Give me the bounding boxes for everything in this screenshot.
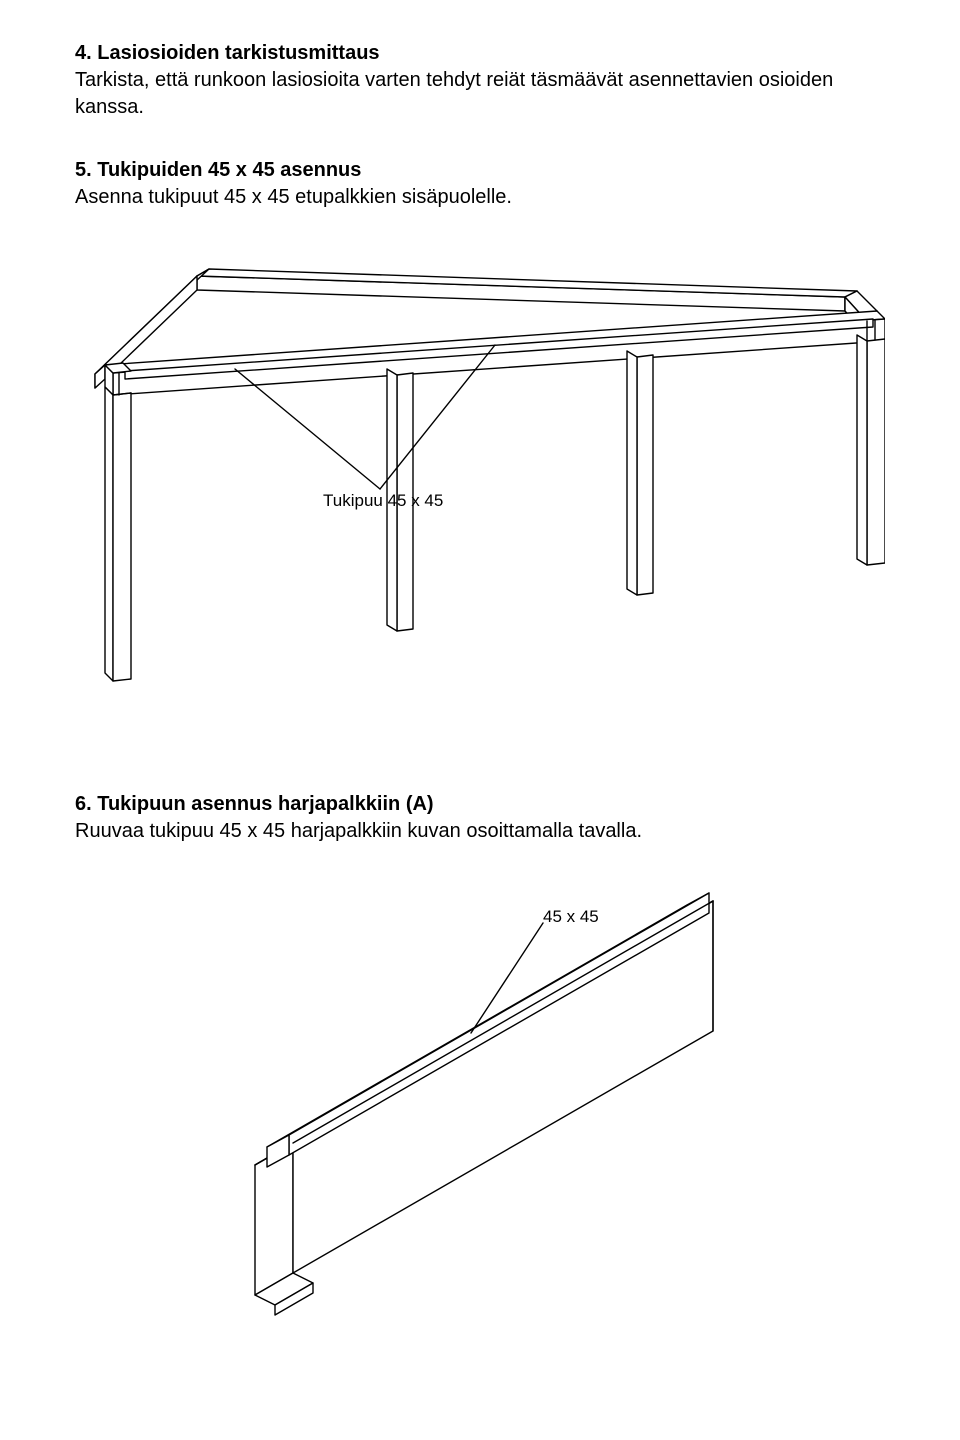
section-6: 6. Tukipuun asennus harjapalkkiin (A) Ru…: [75, 791, 885, 845]
section-4: 4. Lasiosioiden tarkistusmittaus Tarkist…: [75, 40, 885, 121]
frame-drawing: [75, 241, 885, 711]
section-4-heading: 4. Lasiosioiden tarkistusmittaus: [75, 40, 885, 67]
section-5: 5. Tukipuiden 45 x 45 asennus Asenna tuk…: [75, 157, 885, 211]
figure-frame-label: Tukipuu 45 x 45: [323, 491, 443, 511]
beam-drawing: [215, 865, 735, 1325]
figure-beam-label: 45 x 45: [543, 907, 599, 927]
section-5-body: Asenna tukipuut 45 x 45 etupalkkien sisä…: [75, 184, 885, 211]
figure-frame: Tukipuu 45 x 45: [75, 241, 885, 711]
section-6-body: Ruuvaa tukipuu 45 x 45 harjapalkkiin kuv…: [75, 818, 885, 845]
section-5-heading: 5. Tukipuiden 45 x 45 asennus: [75, 157, 885, 184]
section-6-heading: 6. Tukipuun asennus harjapalkkiin (A): [75, 791, 885, 818]
figure-beam: 45 x 45: [75, 865, 885, 1325]
section-4-body: Tarkista, että runkoon lasiosioita varte…: [75, 67, 885, 121]
